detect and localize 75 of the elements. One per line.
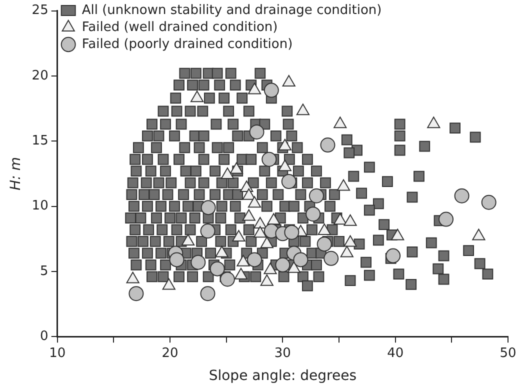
point bbox=[284, 224, 300, 240]
point bbox=[472, 228, 486, 240]
point bbox=[126, 272, 140, 284]
y-tick-label: 15 bbox=[32, 133, 48, 148]
x-axis-title: Slope angle: degrees bbox=[208, 368, 356, 384]
y-tick-label: 20 bbox=[32, 68, 48, 84]
point bbox=[242, 209, 256, 221]
point bbox=[324, 250, 339, 266]
y-tick-label: 10 bbox=[32, 198, 48, 214]
point bbox=[282, 74, 296, 86]
point bbox=[248, 82, 262, 94]
x-tick-label: 30 bbox=[274, 346, 291, 361]
point bbox=[340, 246, 354, 258]
point bbox=[264, 82, 279, 98]
point bbox=[296, 104, 310, 116]
legend-label: Failed (well drained condition) bbox=[82, 20, 278, 35]
point bbox=[215, 246, 228, 258]
point bbox=[200, 224, 216, 239]
y-tick-label: 0 bbox=[40, 328, 48, 344]
point bbox=[278, 160, 292, 172]
point bbox=[220, 168, 234, 180]
point bbox=[308, 188, 324, 204]
x-tick-label: 40 bbox=[387, 346, 404, 361]
point bbox=[318, 224, 331, 236]
x-tick-label: 50 bbox=[500, 346, 516, 361]
point bbox=[316, 236, 332, 252]
point bbox=[344, 214, 357, 226]
point bbox=[169, 252, 184, 268]
point bbox=[386, 248, 401, 264]
point bbox=[306, 206, 321, 222]
point bbox=[264, 262, 277, 274]
legend-label: All (unknown stability and drainage condition) bbox=[82, 2, 382, 18]
y-tick-label: 5 bbox=[40, 264, 48, 279]
point bbox=[234, 268, 248, 280]
point bbox=[254, 226, 267, 238]
point bbox=[427, 116, 440, 128]
point bbox=[281, 174, 296, 190]
point bbox=[260, 274, 274, 286]
point bbox=[275, 257, 290, 272]
point bbox=[287, 261, 300, 273]
point bbox=[190, 90, 204, 102]
point bbox=[262, 152, 277, 167]
point bbox=[438, 212, 454, 227]
point bbox=[344, 235, 357, 247]
point bbox=[334, 213, 347, 225]
point bbox=[190, 254, 206, 270]
point bbox=[278, 138, 292, 150]
point bbox=[248, 196, 262, 208]
point bbox=[162, 278, 176, 290]
point bbox=[260, 236, 274, 248]
point bbox=[254, 217, 267, 229]
point bbox=[320, 138, 336, 153]
y-axis-title: H: m bbox=[8, 157, 24, 190]
legend-label: Failed (poorly drained condition) bbox=[82, 36, 293, 52]
point bbox=[481, 194, 496, 210]
point bbox=[249, 124, 264, 140]
point bbox=[267, 213, 280, 225]
point bbox=[242, 188, 256, 200]
point bbox=[236, 254, 250, 266]
point bbox=[200, 200, 216, 216]
point bbox=[293, 252, 308, 268]
point bbox=[232, 230, 246, 242]
x-tick-label: 20 bbox=[162, 346, 178, 361]
point bbox=[230, 162, 244, 174]
point bbox=[210, 261, 225, 276]
point bbox=[334, 116, 347, 128]
point bbox=[220, 272, 235, 287]
point bbox=[336, 179, 350, 191]
y-tick-label: 25 bbox=[32, 3, 48, 18]
point bbox=[181, 234, 195, 246]
point bbox=[247, 252, 262, 268]
point bbox=[391, 228, 404, 240]
point bbox=[128, 286, 144, 302]
point bbox=[200, 286, 216, 302]
point bbox=[454, 188, 470, 204]
